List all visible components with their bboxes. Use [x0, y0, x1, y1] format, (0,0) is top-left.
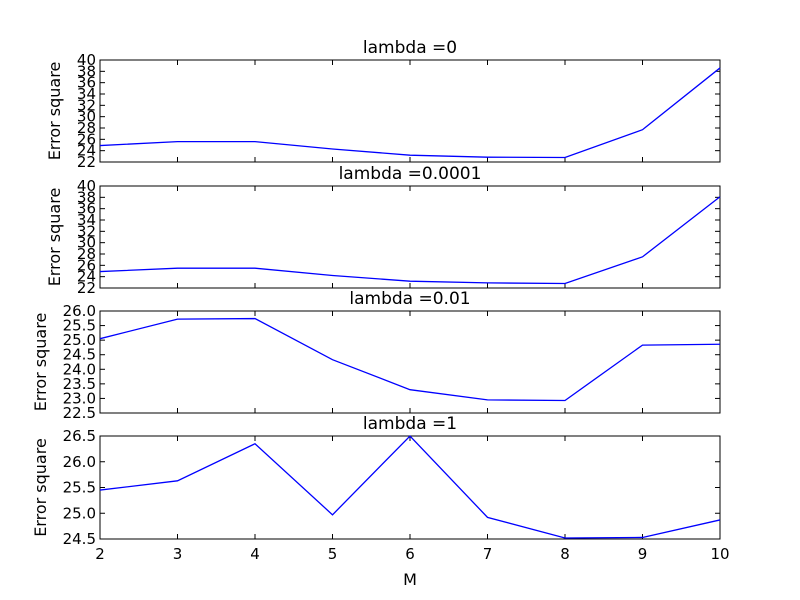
- y-tick-label: 24.5: [63, 346, 96, 364]
- series-line: [99, 317, 721, 402]
- y-tick-label: 26.5: [63, 427, 96, 445]
- x-tick-label: 5: [328, 545, 338, 563]
- y-tick-label: 22.5: [63, 404, 96, 422]
- y-tick-label: 30: [77, 108, 96, 126]
- y-tick-label: 26.0: [63, 302, 96, 320]
- y-tick-label: 40: [77, 177, 96, 195]
- subplot-title: lambda =0.01: [349, 289, 470, 309]
- series-line: [99, 196, 721, 285]
- y-tick-label: 25.0: [63, 331, 96, 349]
- y-tick-label: 22: [77, 279, 96, 297]
- y-tick-label: 32: [77, 222, 96, 240]
- x-tick-label: 6: [405, 545, 415, 563]
- y-tick-label: 24: [77, 268, 96, 286]
- axes-frame: [99, 59, 721, 163]
- y-tick-label: 28: [77, 245, 96, 263]
- y-tick-label: 36: [77, 74, 96, 92]
- y-axis-label: Error square: [31, 313, 50, 412]
- y-tick-label: 22: [77, 153, 96, 171]
- y-tick-label: 40: [77, 51, 96, 69]
- y-axis-label: Error square: [45, 188, 64, 287]
- y-tick-label: 25.0: [63, 504, 96, 522]
- x-tick-label: 4: [250, 545, 260, 563]
- y-tick-label: 24.5: [63, 530, 96, 548]
- y-tick-label: 38: [77, 62, 96, 80]
- x-tick-label: 10: [710, 545, 729, 563]
- x-tick-label: 3: [173, 545, 183, 563]
- y-tick-label: 26: [77, 256, 96, 274]
- subplot-title: lambda =0.0001: [339, 164, 482, 184]
- y-tick-label: 24: [77, 142, 96, 160]
- subplot-4: 24.5 25.0 25.5 26.0 26.5 2 3 4 5 6 7 8 9 10 lambda =1 E…: [31, 414, 730, 589]
- y-tick-label: 34: [77, 85, 96, 103]
- y-tick-label: 32: [77, 96, 96, 114]
- subplot-3: 22.523.023.524.024.525.025.526.0 lambda =…: [31, 289, 721, 422]
- y-tick-label: 30: [77, 234, 96, 252]
- y-tick-label: 25.5: [63, 317, 96, 335]
- y-axis-label: Error square: [31, 438, 50, 537]
- y-tick-label: 23.5: [63, 375, 96, 393]
- y-tick-label: 25.5: [63, 479, 96, 497]
- subplot-title: lambda =1: [363, 414, 457, 434]
- x-tick-label: 8: [560, 545, 570, 563]
- y-tick-label: 34: [77, 211, 96, 229]
- axes-frame: [99, 435, 721, 540]
- y-tick-label: 38: [77, 188, 96, 206]
- axes-frame: [99, 185, 721, 289]
- y-tick-label: 24.0: [63, 360, 96, 378]
- axes-frame: [99, 310, 721, 414]
- y-tick-label: 23.0: [63, 389, 96, 407]
- y-tick-label: 26.0: [63, 453, 96, 471]
- series-line: [99, 435, 721, 539]
- x-tick-label: 7: [483, 545, 493, 563]
- x-tick-label: 2: [95, 545, 105, 563]
- y-tick-label: 26: [77, 130, 96, 148]
- x-axis-label: M: [403, 570, 417, 589]
- y-tick-label: 28: [77, 119, 96, 137]
- y-tick-label: 36: [77, 200, 96, 218]
- x-tick-label: 9: [638, 545, 648, 563]
- y-axis-label: Error square: [45, 62, 64, 161]
- subplot-title: lambda =0: [363, 38, 457, 58]
- series-line: [99, 67, 721, 159]
